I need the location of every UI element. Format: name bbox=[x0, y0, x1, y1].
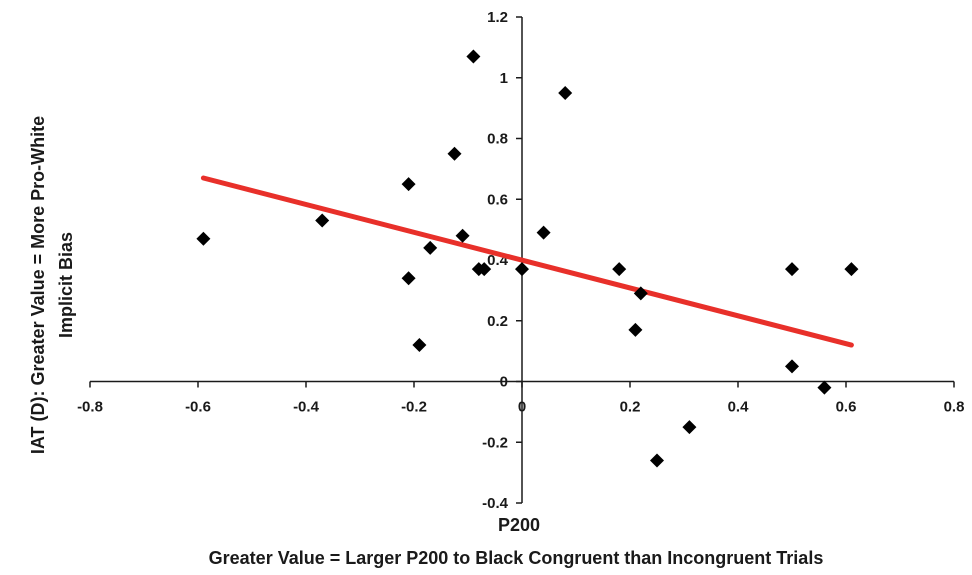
data-point-diamond bbox=[785, 262, 799, 277]
data-point-diamond bbox=[401, 177, 416, 192]
data-point-diamond bbox=[466, 49, 481, 64]
data-point-diamond bbox=[455, 228, 470, 243]
data-point-diamond bbox=[412, 338, 427, 353]
y-tick-label: -0.2 bbox=[482, 434, 508, 451]
data-point-diamond bbox=[477, 262, 492, 277]
data-point-diamond bbox=[650, 453, 664, 468]
x-axis-sublabel: Greater Value = Larger P200 to Black Con… bbox=[209, 548, 824, 568]
y-axis-ticks: -0.4-0.200.20.40.60.811.2 bbox=[482, 9, 522, 512]
data-point-diamond bbox=[401, 271, 416, 286]
data-point-diamond bbox=[447, 146, 462, 161]
y-tick-label: -0.4 bbox=[482, 495, 509, 512]
y-tick-label: 0.2 bbox=[487, 313, 508, 330]
x-tick-label: -0.2 bbox=[401, 399, 427, 416]
trendline-group bbox=[200, 175, 854, 348]
data-point-diamond bbox=[423, 240, 438, 255]
x-tick-label: 0 bbox=[518, 399, 526, 416]
data-point-diamond bbox=[315, 213, 330, 228]
data-point-diamond bbox=[844, 262, 859, 277]
data-point-diamond bbox=[612, 262, 627, 277]
x-tick-label: 0.8 bbox=[944, 399, 965, 416]
y-tick-label: 1 bbox=[500, 70, 508, 87]
y-axis-label: IAT (D): Greater Value = More Pro-White bbox=[28, 116, 48, 454]
y-tick-label: 0 bbox=[500, 374, 508, 391]
data-point-diamond bbox=[785, 359, 799, 374]
data-point-diamond bbox=[817, 380, 832, 395]
data-point-diamond bbox=[536, 225, 551, 240]
x-tick-label: -0.6 bbox=[185, 399, 211, 416]
x-tick-label: 0.2 bbox=[620, 399, 641, 416]
data-point-diamond bbox=[558, 85, 573, 100]
data-point-diamond bbox=[633, 286, 648, 301]
x-tick-label: 0.4 bbox=[728, 399, 750, 416]
data-point-diamond bbox=[628, 322, 643, 337]
trendline bbox=[200, 175, 854, 348]
y-tick-label: 1.2 bbox=[487, 9, 508, 26]
y-axis-sublabel: Implicit Bias bbox=[56, 232, 76, 338]
x-axis-ticks: -0.8 -0.6 -0.4 -0.2 0 0.2 0.4 0.6 0.8 bbox=[77, 381, 965, 416]
x-axis-label: P200 bbox=[498, 515, 540, 535]
y-tick-label: 0.6 bbox=[487, 191, 508, 208]
data-point-diamond bbox=[196, 231, 211, 246]
data-point-diamond bbox=[682, 420, 697, 435]
data-point-diamond bbox=[515, 262, 529, 277]
x-tick-label: 0.6 bbox=[836, 399, 857, 416]
x-tick-label: -0.8 bbox=[77, 399, 103, 416]
x-tick-label: -0.4 bbox=[293, 399, 320, 416]
y-tick-label: 0.8 bbox=[487, 131, 508, 148]
data-points bbox=[196, 49, 859, 468]
